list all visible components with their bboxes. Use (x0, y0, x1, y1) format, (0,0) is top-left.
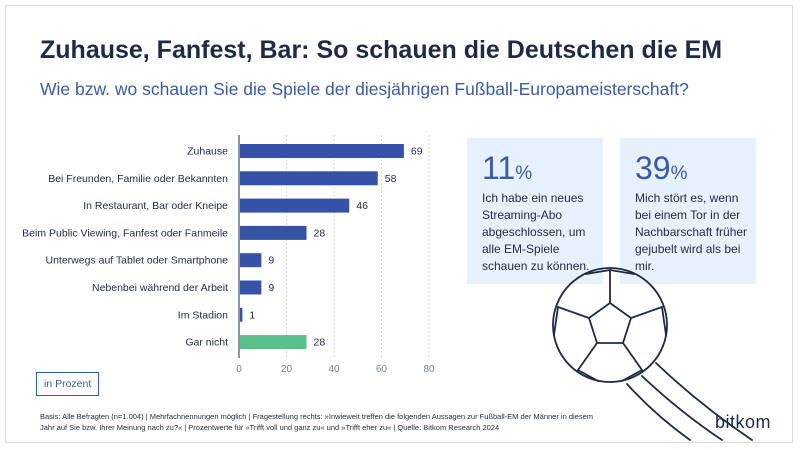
graphic-frame (5, 5, 793, 443)
value-label: 9 (268, 282, 274, 294)
x-tick-label: 20 (281, 364, 293, 375)
stat-text: Mich stört es, wenn bei einem Tor in der… (635, 191, 748, 273)
value-label: 69 (411, 146, 423, 158)
bar (240, 171, 378, 186)
stat-card-streaming: 11% Ich habe ein neues Streaming-Abo abg… (467, 138, 603, 284)
footnote: Basis: Alle Befragten (n=1.004) | Mehrfa… (40, 412, 594, 432)
stat-card-neighbour-cheering: 39% Mich stört es, wenn bei einem Tor in… (620, 138, 756, 284)
stat-value: 39% (635, 150, 688, 186)
bar (240, 335, 307, 350)
stat-text: Ich habe ein neues Streaming-Abo abgesch… (482, 191, 590, 273)
category-label: In Restaurant, Bar oder Kneipe (83, 200, 228, 212)
value-label: 1 (249, 309, 255, 321)
x-tick-label: 40 (328, 364, 340, 375)
value-label: 9 (268, 255, 274, 267)
x-tick-label: 60 (376, 364, 388, 375)
bar (240, 280, 262, 295)
value-label: 58 (385, 173, 397, 185)
bar (240, 225, 307, 240)
value-label: 28 (314, 227, 326, 239)
x-tick-label: 80 (423, 364, 435, 375)
bar (240, 307, 243, 322)
page-subtitle: Wie bzw. wo schauen Sie die Spiele der d… (40, 79, 689, 99)
bar (240, 198, 350, 213)
value-label: 28 (314, 337, 326, 349)
page-title: Zuhause, Fanfest, Bar: So schauen die De… (40, 36, 723, 64)
category-label: Bei Freunden, Familie oder Bekannten (48, 173, 228, 185)
category-label: Zuhause (187, 146, 228, 158)
category-label: Im Stadion (178, 309, 228, 321)
category-label: Nebenbei während der Arbeit (92, 282, 228, 294)
category-label: Gar nicht (185, 337, 228, 349)
bar (240, 253, 262, 268)
x-tick-label: 0 (236, 364, 242, 375)
bar (240, 144, 404, 158)
category-label: Beim Public Viewing, Fanfest oder Fanmei… (22, 227, 228, 239)
unit-label: in Prozent (36, 372, 100, 396)
stat-value: 11% (482, 150, 533, 186)
value-label: 46 (356, 200, 368, 212)
category-label: Unterwegs auf Tablet oder Smartphone (46, 255, 229, 267)
bitkom-logo: bitkom (715, 412, 772, 432)
